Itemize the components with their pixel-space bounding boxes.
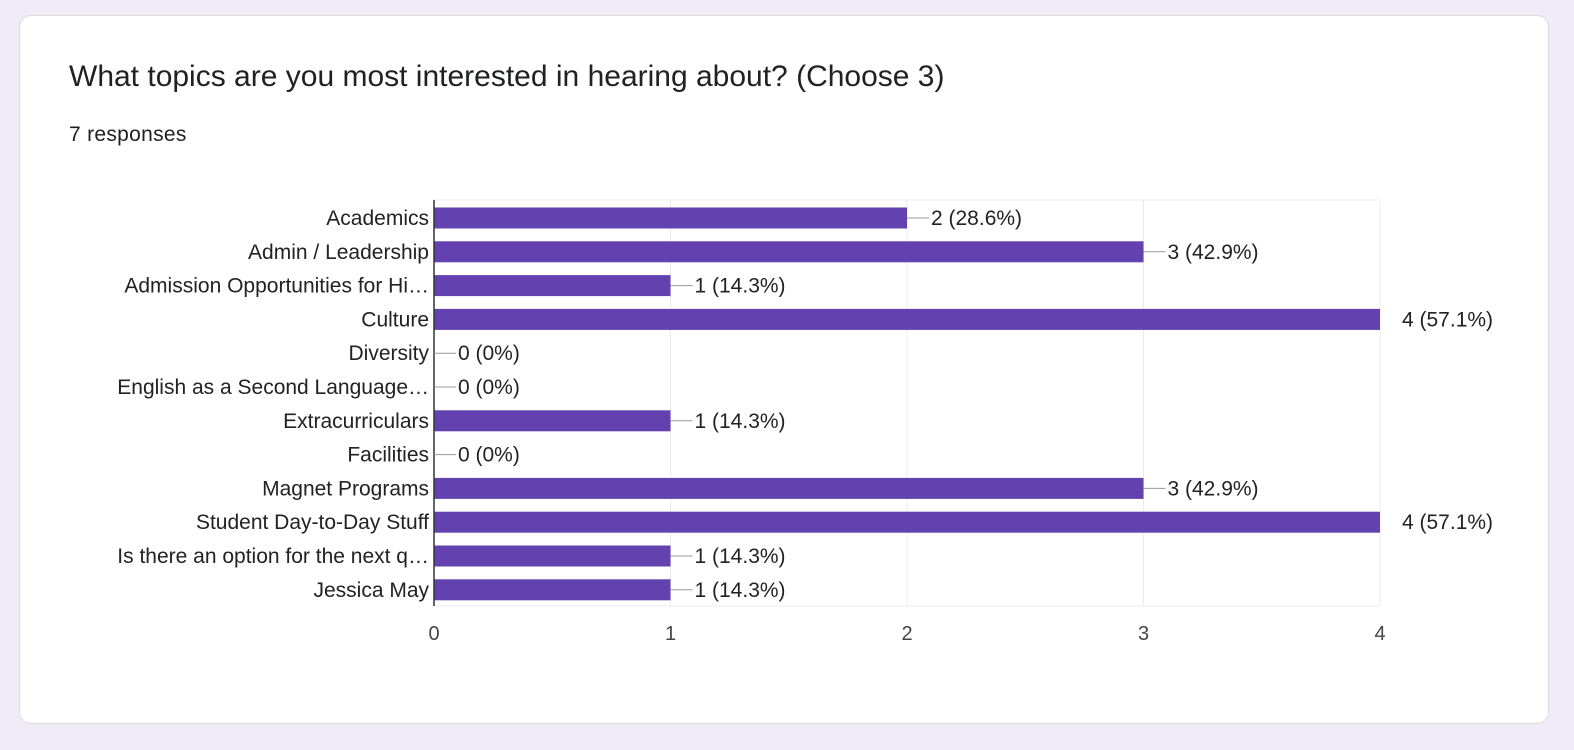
- category-label: Jessica May: [313, 579, 429, 602]
- bar: [434, 308, 1380, 330]
- value-label: 4 (57.1%): [1402, 308, 1493, 331]
- x-tick-label: 1: [665, 623, 676, 645]
- category-label: Academics: [326, 207, 429, 230]
- bar: [434, 410, 671, 432]
- x-tick-label: 3: [1138, 623, 1149, 645]
- value-label: 0 (0%): [458, 342, 520, 365]
- category-label: Magnet Programs: [262, 477, 429, 500]
- category-label: Diversity: [348, 342, 429, 365]
- bar: [434, 545, 671, 567]
- bar: [434, 511, 1380, 533]
- bar: [434, 241, 1144, 263]
- question-card: What topics are you most interested in h…: [19, 15, 1549, 724]
- value-label: 3 (42.9%): [1168, 477, 1259, 500]
- value-label: 1 (14.3%): [695, 275, 786, 298]
- category-label: Admin / Leadership: [248, 241, 429, 264]
- bar: [434, 579, 671, 601]
- x-tick-label: 0: [428, 623, 439, 645]
- bar: [434, 477, 1144, 499]
- value-label: 0 (0%): [458, 444, 520, 467]
- bar-chart: 0 1 2 3 4 Academics 2 (28.6%) Admin / Leadershi…: [117, 199, 1493, 645]
- value-label: 1 (14.3%): [695, 410, 786, 433]
- value-label: 2 (28.6%): [931, 207, 1022, 230]
- category-label: Student Day-to-Day Stuff: [196, 511, 429, 534]
- category-label: Facilities: [347, 444, 429, 467]
- value-label: 0 (0%): [458, 376, 520, 399]
- value-label: 3 (42.9%): [1168, 241, 1259, 264]
- category-label: Culture: [361, 308, 429, 331]
- value-label: 1 (14.3%): [695, 579, 786, 602]
- x-tick-label: 4: [1374, 623, 1385, 645]
- bar: [434, 275, 671, 297]
- question-title: What topics are you most interested in h…: [69, 60, 945, 93]
- category-label: Admission Opportunities for Hi…: [124, 275, 429, 298]
- bar: [434, 207, 907, 229]
- x-tick-label: 2: [901, 623, 912, 645]
- value-label: 4 (57.1%): [1402, 511, 1493, 534]
- bars: [434, 207, 1380, 601]
- category-label: Extracurriculars: [283, 410, 429, 433]
- category-label: English as a Second Language…: [117, 376, 429, 399]
- value-label: 1 (14.3%): [695, 545, 786, 568]
- response-count: 7 responses: [69, 123, 187, 146]
- category-label: Is there an option for the next q…: [117, 545, 429, 568]
- labels: 0 1 2 3 4 Academics 2 (28.6%) Admin / Leadershi…: [117, 207, 1493, 645]
